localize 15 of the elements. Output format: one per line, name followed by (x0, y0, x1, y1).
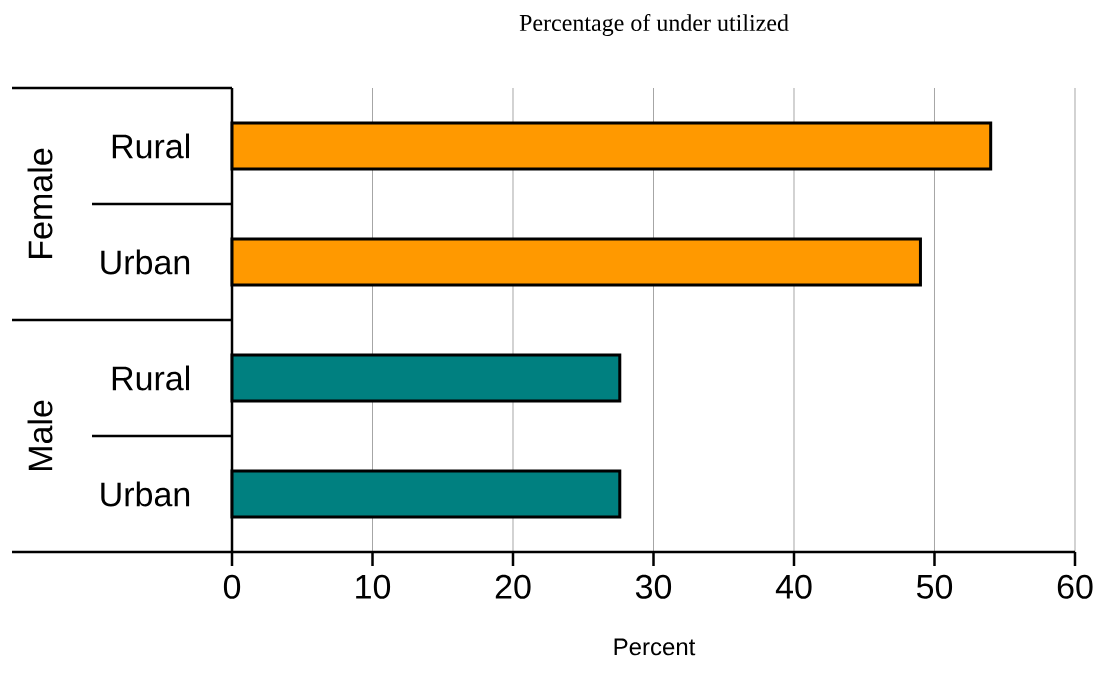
chart-title: Percentage of under utilized (519, 13, 789, 37)
y-tick-label: Rural (112, 133, 189, 159)
text: Male (27, 400, 53, 471)
x-tick-label: 50 (916, 574, 953, 599)
x-tick-label: 30 (635, 574, 672, 599)
x-tick-label: 20 (495, 574, 531, 599)
y-tick-label: Urban (101, 481, 190, 507)
y-tick-label: Rural (112, 365, 189, 391)
x-tick-label: 40 (775, 574, 812, 599)
text: Female (27, 148, 53, 258)
x-tick-label: 60 (1057, 574, 1093, 599)
y-tick-label: Urban (101, 249, 190, 275)
x-tick-label: 10 (356, 574, 391, 599)
x-axis-title: Percent (614, 638, 696, 656)
x-tick-label: 0 (223, 574, 241, 599)
